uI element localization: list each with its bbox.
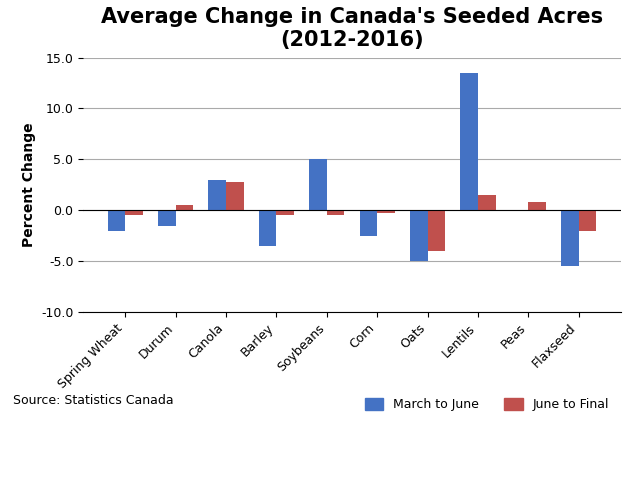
Bar	[327, 210, 344, 216]
Bar	[579, 210, 596, 230]
Text: Source: Statistics Canada: Source: Statistics Canada	[13, 394, 173, 407]
Bar	[529, 202, 546, 210]
Title: Average Change in Canada's Seeded Acres
(2012-2016): Average Change in Canada's Seeded Acres …	[101, 7, 603, 50]
Bar	[226, 182, 244, 210]
Bar	[276, 210, 294, 216]
Bar	[410, 210, 428, 261]
Bar	[108, 210, 125, 230]
Bar	[377, 210, 395, 213]
Bar	[175, 205, 193, 210]
Bar	[259, 210, 276, 246]
Bar	[158, 210, 175, 226]
Bar	[561, 210, 579, 266]
Bar	[460, 73, 478, 210]
Bar	[428, 210, 445, 251]
Bar	[360, 210, 377, 236]
Legend: March to June, June to Final: March to June, June to Final	[360, 393, 614, 416]
Bar	[309, 159, 327, 210]
Bar	[209, 180, 226, 210]
Y-axis label: Percent Change: Percent Change	[22, 122, 36, 247]
Bar	[478, 195, 495, 210]
Bar	[125, 210, 143, 216]
